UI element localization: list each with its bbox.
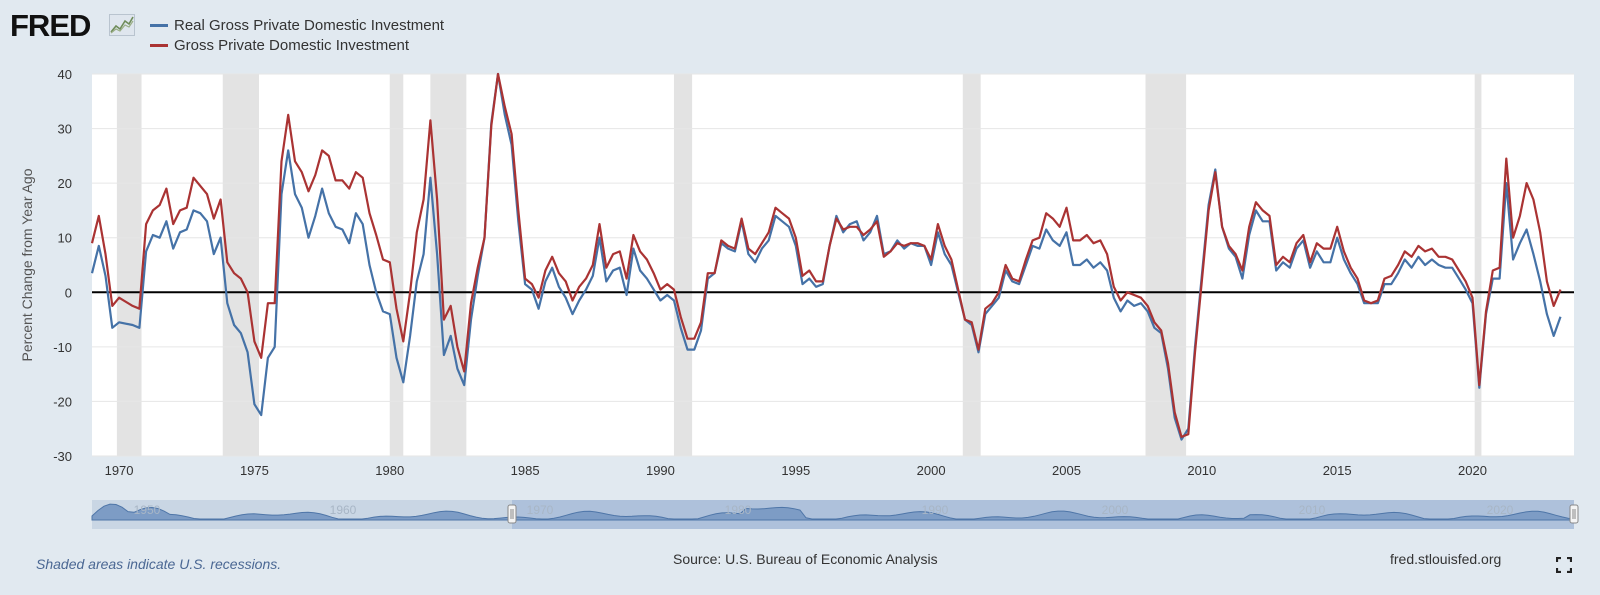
navigator-label: 2000 xyxy=(1102,503,1129,517)
fred-logo[interactable]: FRED xyxy=(10,8,91,43)
x-tick-label: 1995 xyxy=(781,463,810,478)
y-tick-label: 20 xyxy=(58,176,72,191)
recession-band xyxy=(1145,74,1187,456)
plot-background xyxy=(92,74,1574,456)
recession-shading xyxy=(116,74,1482,456)
navigator-label: 1990 xyxy=(922,503,949,517)
x-tick-label: 1990 xyxy=(646,463,675,478)
line-chart-icon xyxy=(109,14,135,36)
fred-url-link[interactable]: fred.stlouisfed.org xyxy=(1390,551,1502,567)
x-tick-label: 2010 xyxy=(1187,463,1216,478)
recession-band xyxy=(389,74,404,456)
series-line-nominal[interactable] xyxy=(90,72,1562,438)
x-tick-label: 1985 xyxy=(511,463,540,478)
y-axis-label: Percent Change from Year Ago xyxy=(19,168,35,361)
legend-label-real: Real Gross Private Domestic Investment xyxy=(174,16,445,34)
y-axis-ticks: 40 30 20 10 0 -10 -20 -30 xyxy=(53,67,72,464)
x-tick-label: 2020 xyxy=(1458,463,1487,478)
y-tick-label: -20 xyxy=(53,394,72,409)
source-text: Source: U.S. Bureau of Economic Analysis xyxy=(673,551,938,567)
series-lines xyxy=(90,72,1562,441)
x-tick-label: 2005 xyxy=(1052,463,1081,478)
x-tick-label: 2000 xyxy=(917,463,946,478)
navigator-label: 2020 xyxy=(1487,503,1514,517)
navigator-label: 1960 xyxy=(330,503,357,517)
y-tick-label: -10 xyxy=(53,340,72,355)
navigator-series xyxy=(91,503,1575,521)
navigator-handle-left[interactable] xyxy=(507,504,517,524)
navigator[interactable]: 1950 1960 1970 1980 1990 2000 2010 2020 xyxy=(91,500,1579,529)
recession-band xyxy=(116,74,142,456)
fullscreen-icon[interactable] xyxy=(1556,557,1572,573)
x-axis-ticks: 1970 1975 1980 1985 1990 1995 2000 2005 2010 2015… xyxy=(105,463,1487,478)
navigator-label: 1970 xyxy=(527,503,554,517)
y-tick-label: 40 xyxy=(58,67,72,82)
legend-label-nominal: Gross Private Domestic Investment xyxy=(174,36,410,54)
navigator-labels: 1950 1960 1970 1980 1990 2000 2010 2020 xyxy=(134,503,1514,517)
legend-swatch-real xyxy=(150,23,168,27)
navigator-label: 1950 xyxy=(134,503,161,517)
y-tick-label: 0 xyxy=(65,285,72,300)
y-tick-label: 30 xyxy=(58,122,72,137)
x-tick-label: 1980 xyxy=(375,463,404,478)
legend-item-nominal[interactable]: Gross Private Domestic Investment xyxy=(150,36,409,54)
x-tick-label: 2015 xyxy=(1323,463,1352,478)
gridlines xyxy=(92,73,1574,457)
recession-band xyxy=(962,74,981,456)
legend-item-real[interactable]: Real Gross Private Domestic Investment xyxy=(150,16,444,34)
x-tick-label: 1970 xyxy=(105,463,134,478)
x-tick-label: 1975 xyxy=(240,463,269,478)
navigator-label: 2010 xyxy=(1299,503,1326,517)
y-tick-label: 10 xyxy=(58,231,72,246)
recession-band xyxy=(1474,74,1482,456)
chart-header: FRED Real Gross Private Domestic Investm… xyxy=(0,0,1600,60)
navigator-label: 1980 xyxy=(725,503,752,517)
recession-note: Shaded areas indicate U.S. recessions. xyxy=(36,556,282,572)
recession-band xyxy=(673,74,693,456)
y-tick-label: -30 xyxy=(53,449,72,464)
navigator-handle-right[interactable] xyxy=(1569,504,1579,524)
recession-band xyxy=(430,74,467,456)
legend-swatch-nominal xyxy=(150,43,168,47)
